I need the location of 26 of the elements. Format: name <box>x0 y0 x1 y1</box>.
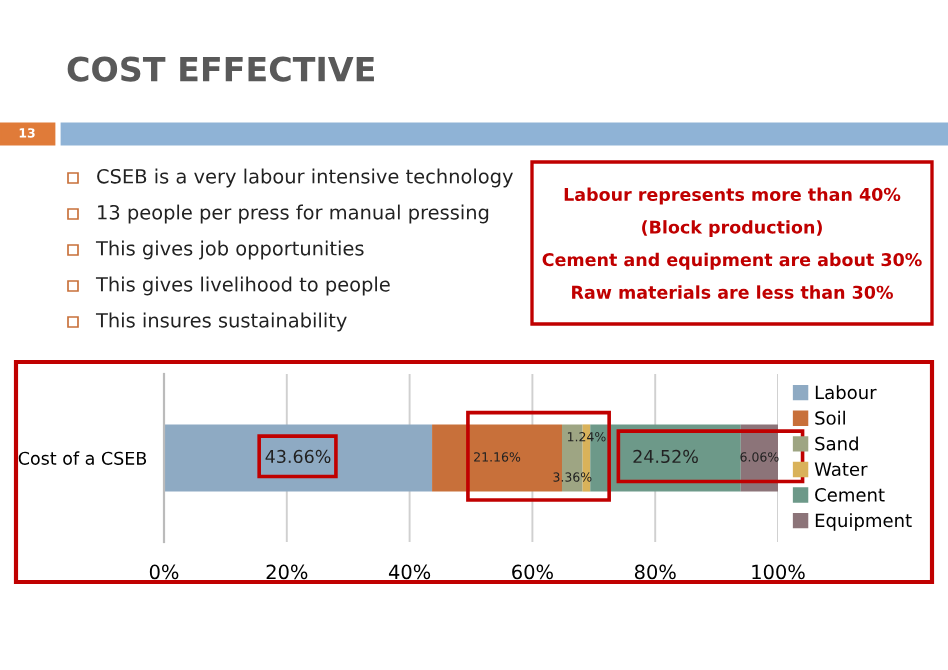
x-tick-label: 40% <box>388 564 431 580</box>
bar <box>164 424 433 492</box>
text: Cement and equipment are about 30% <box>542 252 922 270</box>
text: This insures sustainability <box>95 312 347 332</box>
legend-label: Soil <box>815 410 845 425</box>
text: CSEB is a very labour intensive technology <box>97 168 513 188</box>
data-label: 24.52% <box>633 449 698 464</box>
text: Raw materials are less than 30% <box>572 285 893 299</box>
y-tick-label: Cost of a CSEB <box>18 451 147 465</box>
x-tick-label: 0% <box>149 564 179 580</box>
legend-label: Equipment <box>815 513 912 531</box>
text: (Block production) <box>642 220 822 238</box>
legend-label: Cement <box>815 487 885 502</box>
data-label: 43.66% <box>265 449 331 464</box>
text: This gives livelihood to people <box>95 276 390 296</box>
text: 13 people per press for manual pressing <box>98 204 489 224</box>
x-tick-label: 20% <box>266 564 308 580</box>
legend-label: Sand <box>815 436 858 451</box>
x-tick-label: 100% <box>752 564 805 580</box>
chart-title: COST EFFECTIVE <box>67 56 374 82</box>
x-tick-label: 80% <box>634 564 676 580</box>
text: Labour represents more than 40% <box>564 187 901 205</box>
legend-label: Labour <box>815 385 877 400</box>
x-tick-label: 60% <box>512 564 553 580</box>
text: This gives job opportunities <box>95 240 364 260</box>
legend-label: Water <box>814 462 868 477</box>
